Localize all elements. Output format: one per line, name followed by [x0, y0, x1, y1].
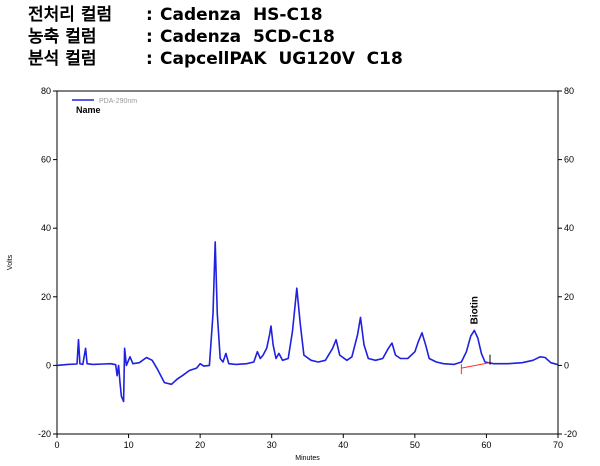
pretreatment-column-value: Cadenza HS-C18 [160, 5, 323, 25]
concentration-column-value: Cadenza 5CD-C18 [160, 27, 335, 47]
y-tick-label-right: -20 [564, 429, 577, 439]
analytical-column-line: 분석 컬럼 : CapcellPAK UG120V C18 [28, 48, 588, 70]
y-tick-label-right: 20 [564, 292, 574, 302]
peak-baseline [461, 362, 491, 369]
pretreatment-column-label: 전처리 컬럼 [28, 5, 113, 25]
y-tick-label-right: 40 [564, 223, 574, 233]
column-info: 전처리 컬럼 : Cadenza HS-C18 농축 컬럼 : Cadenza … [28, 4, 588, 70]
y-tick-label-left: 80 [41, 86, 51, 96]
y-axis-label: Volts [7, 254, 14, 270]
legend-entry: PDA-290nm [99, 98, 137, 105]
x-tick-label: 40 [338, 440, 348, 450]
analytical-column-colon: : [146, 49, 153, 69]
chart-annotations: Biotin [460, 296, 491, 375]
concentration-column-line: 농축 컬럼 : Cadenza 5CD-C18 [28, 26, 588, 48]
y-tick-label-left: 60 [41, 155, 51, 165]
x-axis-label: Minutes [295, 455, 320, 462]
x-tick-label: 0 [54, 440, 59, 450]
x-tick-label: 50 [410, 440, 420, 450]
y-tick-label-right: 80 [564, 86, 574, 96]
concentration-column-colon: : [146, 27, 153, 47]
y-tick-label-right: 0 [564, 360, 569, 370]
y-tick-label-left: 40 [41, 223, 51, 233]
y-tick-label-left: 0 [46, 360, 51, 370]
pretreatment-column-colon: : [146, 5, 153, 25]
x-tick-label: 30 [267, 440, 277, 450]
concentration-column-label: 농축 컬럼 [28, 27, 97, 47]
chart-series [56, 241, 559, 403]
chromatogram-line [56, 241, 559, 403]
analytical-column-label: 분석 컬럼 [28, 49, 97, 69]
pretreatment-column-line: 전처리 컬럼 : Cadenza HS-C18 [28, 4, 588, 26]
analytical-column-value: CapcellPAK UG120V C18 [160, 49, 403, 69]
x-tick-label: 20 [195, 440, 205, 450]
y-tick-label-left: 20 [41, 292, 51, 302]
x-tick-label: 60 [481, 440, 491, 450]
legend-name-label: Name [76, 105, 101, 115]
x-tick-label: 70 [553, 440, 563, 450]
plot-frame [56, 90, 559, 435]
y-tick-label-left: -20 [38, 429, 51, 439]
x-tick-label: 10 [124, 440, 134, 450]
y-tick-label-right: 60 [564, 155, 574, 165]
peak-label-biotin: Biotin [469, 296, 480, 324]
